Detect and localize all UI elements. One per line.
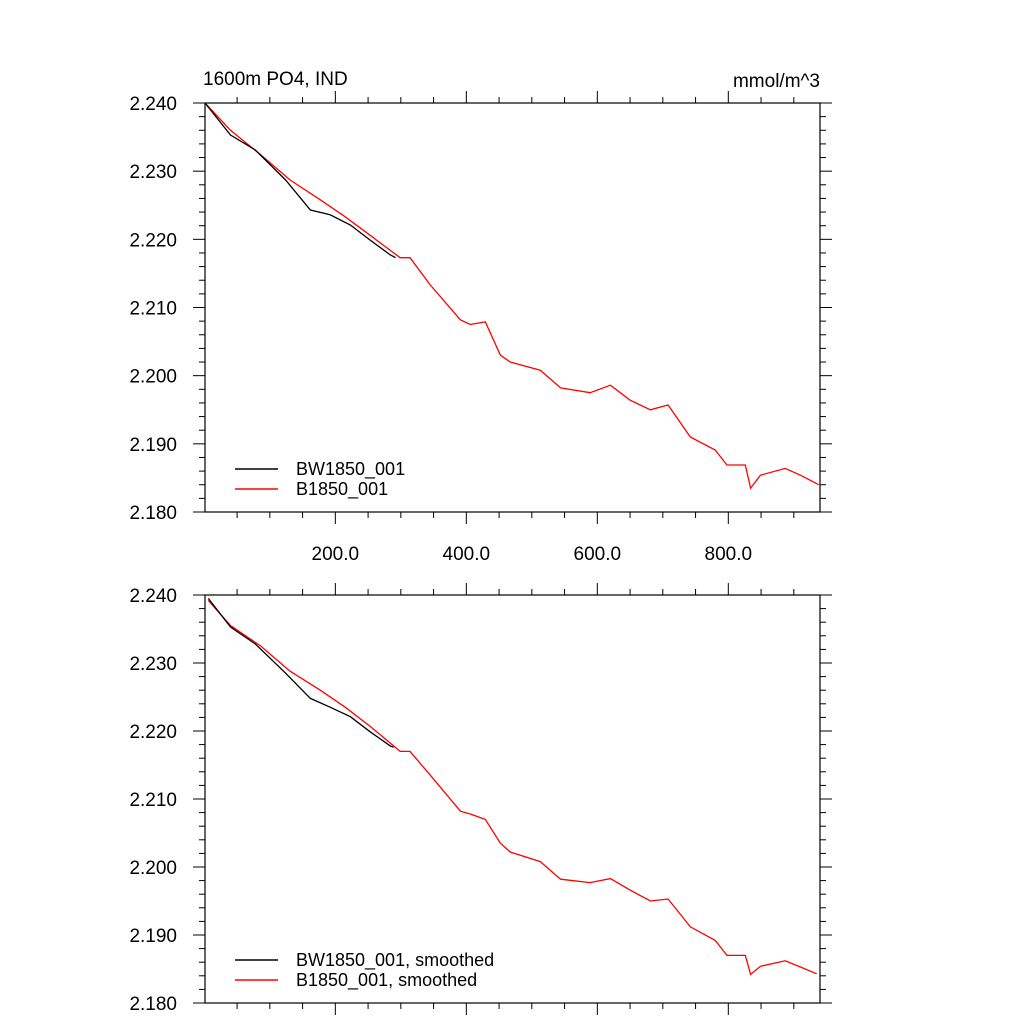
y-tick-label: 2.230	[129, 654, 177, 675]
x-tick-label: 600.0	[574, 544, 622, 565]
y-tick-label: 2.240	[129, 94, 177, 115]
x-tick-label: 200.0	[312, 544, 360, 565]
series-line-bw1850-001-smoothed	[207, 598, 394, 748]
y-tick-label: 2.180	[129, 503, 177, 524]
x-tick-label: 800.0	[705, 544, 753, 565]
y-tick-label: 2.200	[129, 367, 177, 388]
chart-title: 1600m PO4, IND	[203, 69, 348, 90]
y-tick-label: 2.220	[129, 230, 177, 251]
y-tick-label: 2.230	[129, 162, 177, 183]
series-line-b1850-001-smoothed	[207, 599, 817, 976]
x-tick-label: 400.0	[443, 544, 491, 565]
series-line-b1850-001	[204, 102, 819, 490]
plot-frame	[204, 594, 821, 1004]
y-tick-label: 2.190	[129, 435, 177, 456]
y-tick-label: 2.240	[129, 586, 177, 607]
bottom-panel: 2.180 2.190 2.200 2.210 2.220 2.230 2.240 BW185…	[129, 583, 832, 1015]
y-tick-label: 2.180	[129, 994, 177, 1015]
legend-label: BW1850_001	[296, 459, 405, 480]
legend-label: BW1850_001, smoothed	[296, 950, 494, 971]
y-tick-label: 2.210	[129, 299, 177, 320]
y-tick-label: 2.220	[129, 722, 177, 743]
y-tick-label: 2.190	[129, 926, 177, 947]
y-tick-label: 2.210	[129, 790, 177, 811]
legend-label: B1850_001	[296, 479, 388, 500]
legend-label: B1850_001, smoothed	[296, 970, 477, 991]
plot-frame	[204, 102, 821, 513]
series-line-bw1850-001	[204, 102, 396, 259]
top-panel: 1600m PO4, IND mmol/m^3 200.0 400.0 600.0 8…	[129, 69, 832, 565]
units-label: mmol/m^3	[733, 71, 820, 92]
y-tick-label: 2.200	[129, 858, 177, 879]
